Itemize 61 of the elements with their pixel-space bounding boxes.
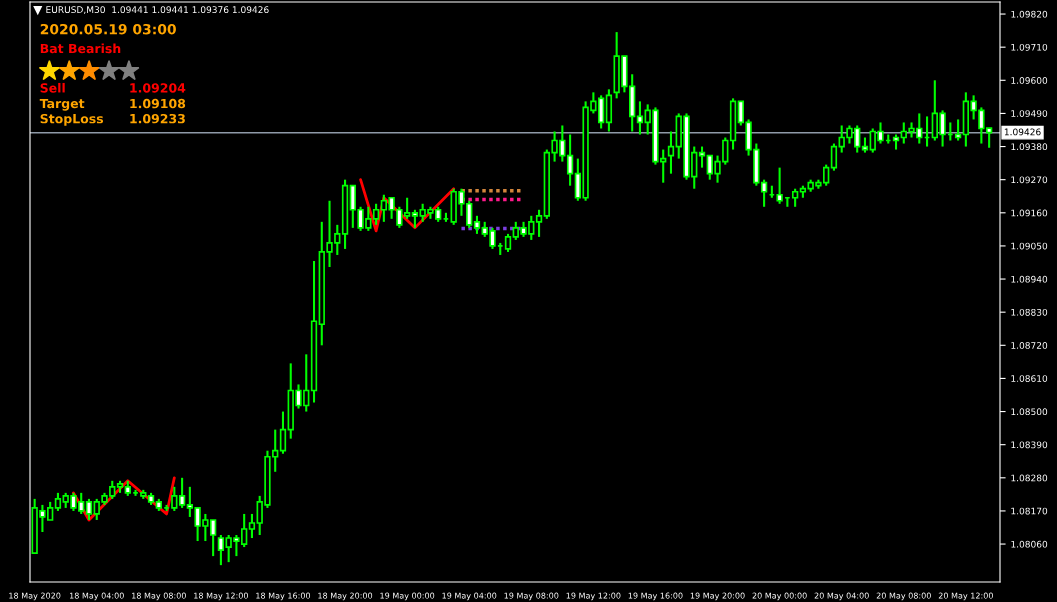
- y-tick-label: 1.08390: [1011, 441, 1048, 449]
- candlestick: [248, 512, 256, 540]
- candlestick: [178, 476, 186, 509]
- x-tick-label: 20 May 04:00: [814, 592, 869, 601]
- annotation: Sell: [40, 82, 65, 93]
- x-tick-label: 18 May 08:00: [132, 592, 186, 601]
- x-tick-label: 18 May 16:00: [256, 592, 311, 601]
- y-tick-label: 1.08170: [1011, 507, 1048, 515]
- candlestick: [372, 202, 380, 226]
- ref-line-label: 1.09426: [1004, 128, 1041, 136]
- annotation: Bat Bearish: [40, 43, 121, 54]
- y-tick-label: 1.09270: [1011, 176, 1048, 184]
- x-tick-label: 18 May 2020: [9, 592, 61, 601]
- candlestick: [791, 187, 799, 208]
- candlestick: [830, 142, 838, 172]
- candlestick: [636, 100, 644, 136]
- x-tick-label: 20 May 08:00: [876, 592, 931, 601]
- x-tick-label: 20 May 00:00: [752, 592, 807, 601]
- y-tick-label: 1.08610: [1011, 375, 1048, 382]
- x-tick-label: 18 May 20:00: [318, 592, 373, 601]
- x-tick-label: 19 May 04:00: [442, 592, 497, 601]
- x-tick-label: 19 May 12:00: [566, 592, 621, 601]
- x-tick-label: 20 May 12:00: [938, 592, 993, 601]
- x-tick-label: 19 May 08:00: [504, 592, 559, 601]
- candlestick: [279, 410, 287, 455]
- x-tick-label: 19 May 00:00: [380, 592, 435, 601]
- annotation: 1.09233: [130, 113, 185, 124]
- y-tick-label: 1.08060: [1011, 540, 1048, 548]
- y-tick-label: 1.09820: [1011, 10, 1048, 18]
- annotation: 2020.05.19 03:00: [40, 23, 176, 35]
- y-tick-label: 1.09160: [1011, 209, 1048, 217]
- annotation: StopLoss: [40, 113, 104, 126]
- y-tick-label: 1.09490: [1011, 110, 1048, 117]
- candlestick: [535, 208, 543, 238]
- y-tick-label: 1.08500: [1011, 408, 1048, 416]
- chart-title: EURUSD,M30 1.09441 1.09441 1.09376 1.09426: [46, 6, 269, 14]
- y-tick-label: 1.08940: [1011, 275, 1048, 283]
- annotation: 1.09204: [130, 83, 186, 93]
- candlestick: [473, 214, 481, 235]
- candlestick: [85, 497, 93, 521]
- y-tick-label: 1.08830: [1011, 308, 1048, 316]
- y-tick-label: 1.09380: [1011, 143, 1048, 151]
- y-tick-label: 1.09050: [1011, 242, 1048, 250]
- x-tick-label: 18 May 04:00: [70, 592, 124, 601]
- y-tick-label: 1.08280: [1011, 474, 1048, 482]
- x-tick-label: 19 May 20:00: [690, 592, 745, 601]
- candlestick: [760, 178, 768, 208]
- y-tick-label: 1.09600: [1011, 77, 1048, 84]
- candlestick: [566, 133, 574, 187]
- y-tick-label: 1.09710: [1011, 43, 1048, 51]
- x-tick-label: 18 May 12:00: [194, 592, 248, 601]
- line-series: [359, 178, 456, 233]
- candlestick: [776, 166, 783, 205]
- candlestick: [171, 485, 178, 512]
- x-tick-label: 19 May 16:00: [628, 592, 683, 601]
- annotation: 1.09108: [130, 98, 186, 109]
- y-tick-label: 1.08720: [1011, 342, 1048, 349]
- candlestick: [667, 130, 675, 175]
- candlestick: [54, 491, 62, 512]
- candlestick: [504, 232, 512, 253]
- annotation: Target: [39, 98, 85, 111]
